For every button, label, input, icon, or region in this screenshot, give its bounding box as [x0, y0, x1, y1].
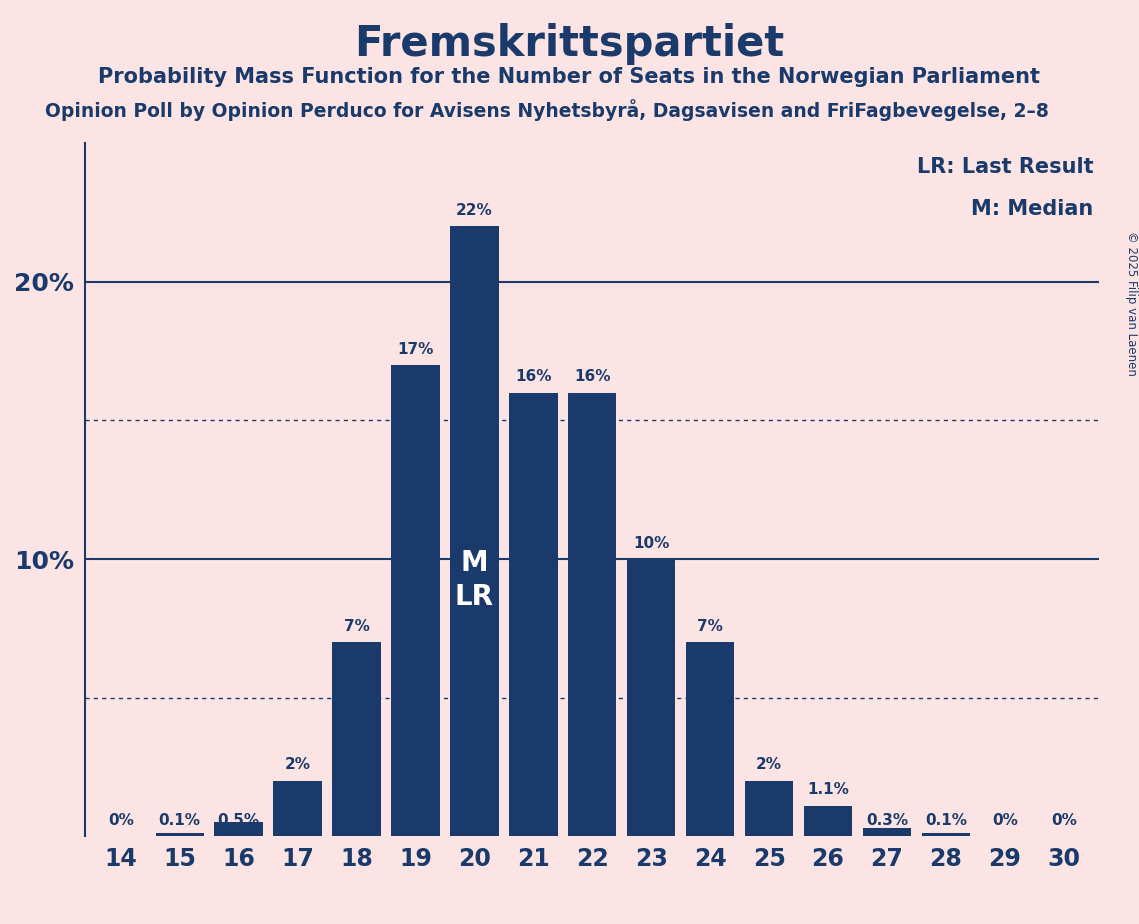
- Text: 2%: 2%: [756, 758, 782, 772]
- Bar: [568, 393, 616, 836]
- Text: 0.1%: 0.1%: [158, 813, 200, 828]
- Text: 0%: 0%: [1051, 813, 1076, 828]
- Text: 17%: 17%: [398, 342, 434, 357]
- Text: 0.5%: 0.5%: [218, 813, 260, 828]
- Text: © 2025 Filip van Laenen: © 2025 Filip van Laenen: [1124, 231, 1138, 376]
- Bar: [686, 642, 735, 836]
- Text: 16%: 16%: [574, 370, 611, 384]
- Text: 16%: 16%: [515, 370, 551, 384]
- Text: 2%: 2%: [285, 758, 311, 772]
- Bar: [745, 781, 793, 836]
- Bar: [214, 822, 263, 836]
- Bar: [333, 642, 380, 836]
- Text: 0%: 0%: [108, 813, 133, 828]
- Text: 0.3%: 0.3%: [866, 813, 908, 828]
- Text: 22%: 22%: [456, 203, 493, 218]
- Text: 7%: 7%: [697, 619, 723, 634]
- Text: 0.1%: 0.1%: [925, 813, 967, 828]
- Text: 1.1%: 1.1%: [808, 783, 849, 797]
- Text: LR: Last Result: LR: Last Result: [917, 157, 1093, 177]
- Bar: [392, 365, 440, 836]
- Text: 7%: 7%: [344, 619, 369, 634]
- Text: M: Median: M: Median: [970, 199, 1093, 219]
- Bar: [509, 393, 557, 836]
- Bar: [156, 833, 204, 836]
- Text: Probability Mass Function for the Number of Seats in the Norwegian Parliament: Probability Mass Function for the Number…: [98, 67, 1041, 87]
- Text: 0%: 0%: [992, 813, 1018, 828]
- Text: Fremskrittspartiet: Fremskrittspartiet: [354, 23, 785, 65]
- Bar: [804, 806, 852, 836]
- Text: Opinion Poll by Opinion Perduco for Avisens Nyhetsbyrå, Dagsavisen and FriFagbev: Opinion Poll by Opinion Perduco for Avis…: [44, 99, 1049, 121]
- Bar: [450, 226, 499, 836]
- Bar: [863, 828, 911, 836]
- Bar: [273, 781, 321, 836]
- Text: 10%: 10%: [633, 536, 670, 551]
- Text: M
LR: M LR: [454, 549, 494, 612]
- Bar: [628, 559, 675, 836]
- Bar: [921, 833, 970, 836]
